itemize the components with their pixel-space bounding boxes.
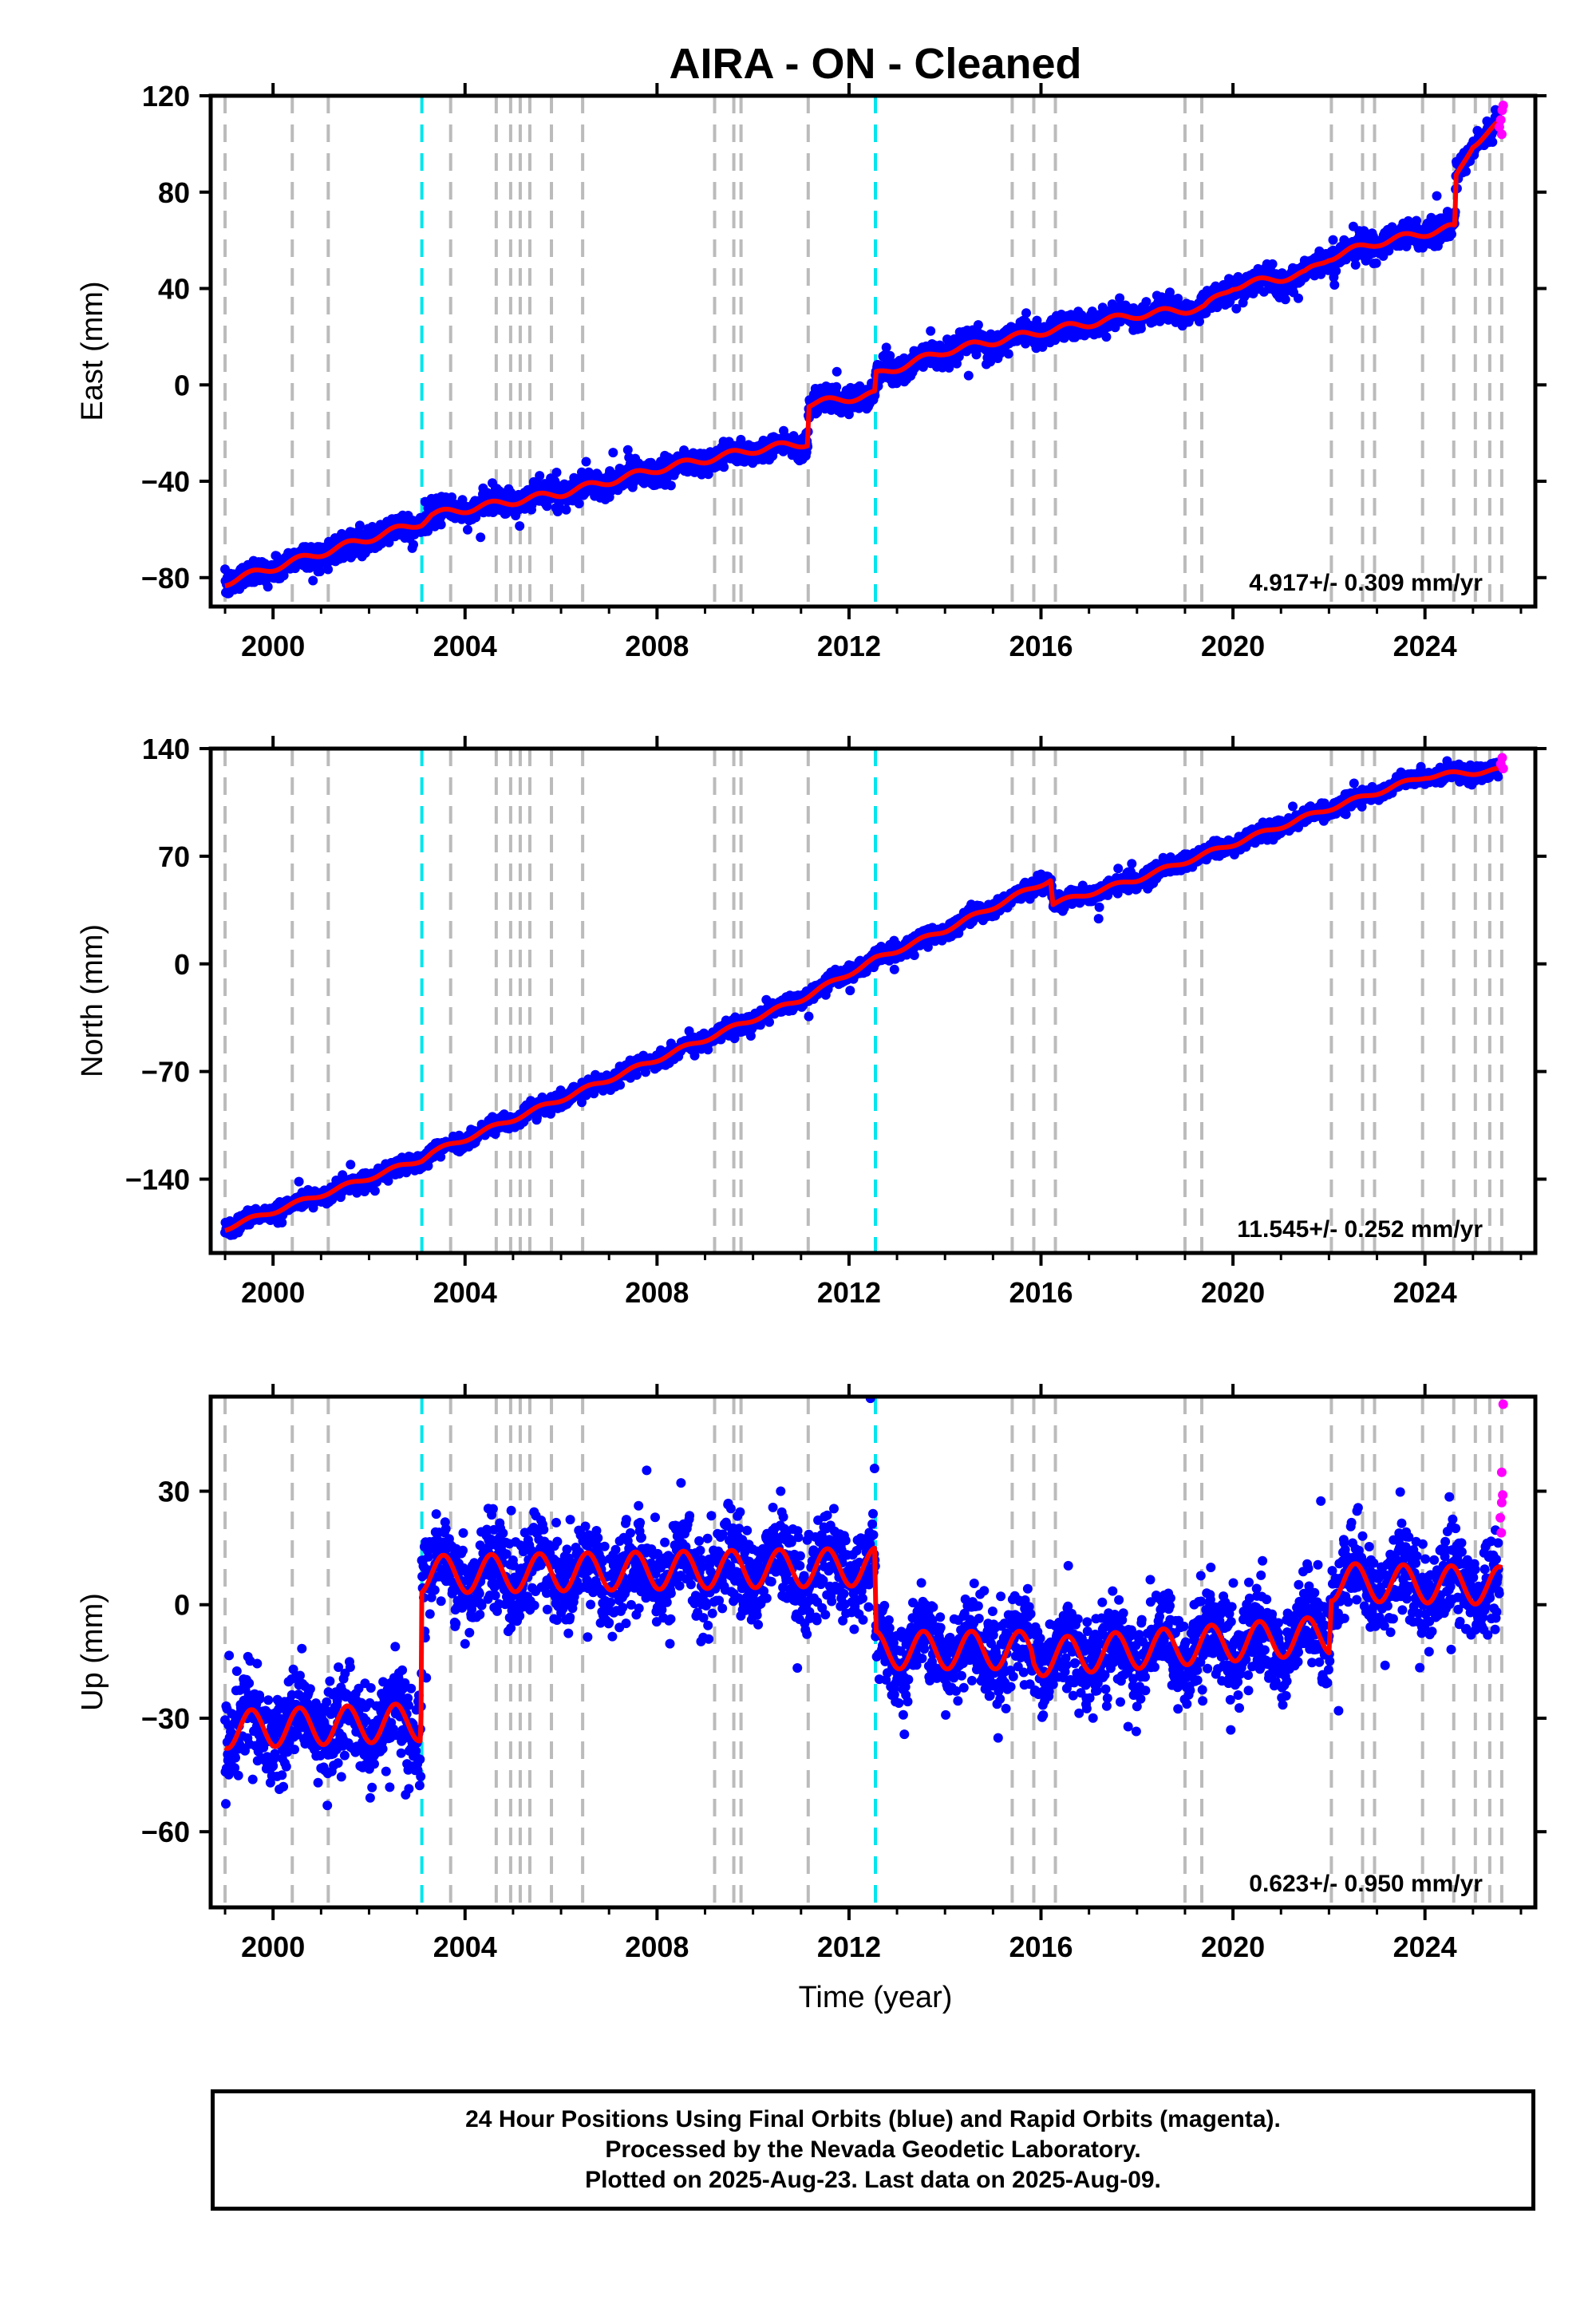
east-final-orbit-point: [561, 504, 571, 515]
east-final-orbit-point: [263, 582, 273, 592]
east-final-orbit-point: [323, 564, 334, 575]
north-final-orbit-point: [294, 1176, 304, 1187]
east-final-orbit-point: [719, 462, 729, 472]
east-final-orbit-point: [1371, 258, 1381, 268]
east-final-orbit-point: [832, 381, 842, 392]
east-final-orbit-point: [1267, 259, 1278, 269]
east-final-orbit-point: [832, 366, 842, 377]
east-rate-text: 4.917+/- 0.309 mm/yr: [1249, 570, 1483, 596]
east-final-orbit-point: [542, 501, 552, 512]
east-final-orbit-point: [574, 499, 584, 508]
east-final-orbit-point: [463, 524, 472, 535]
east-final-orbit-point: [314, 567, 325, 577]
east-final-orbit-point: [622, 445, 633, 455]
east-y-tick-label: −80: [141, 562, 190, 595]
east-final-orbit-point: [608, 448, 618, 458]
east-final-orbit-point: [535, 471, 545, 481]
east-final-orbit-point: [1328, 235, 1338, 245]
east-final-orbit-point: [1331, 266, 1341, 276]
east-final-orbit-point: [736, 434, 746, 445]
east-final-orbit-point: [354, 520, 365, 531]
east-final-orbit-point: [1412, 215, 1421, 226]
east-y-tick-label: 0: [174, 369, 190, 401]
east-final-orbit-point: [1487, 137, 1498, 147]
east-final-orbit-point: [1141, 297, 1152, 307]
east-final-orbit-point: [436, 520, 446, 530]
east-rapid-orbit-point: [1496, 129, 1507, 140]
north-final-orbit-point: [615, 1080, 626, 1090]
east-final-orbit-point: [1003, 349, 1013, 359]
east-final-orbit-point: [1021, 308, 1031, 318]
east-final-orbit-point: [1280, 294, 1290, 305]
east-x-tick-label: 2004: [433, 630, 497, 662]
east-final-orbit-point: [1350, 259, 1361, 270]
east-final-orbit-points: [220, 105, 1504, 599]
east-y-tick-label: 80: [158, 176, 190, 209]
east-final-orbit-point: [1329, 280, 1340, 290]
north-final-orbit-point: [346, 1160, 356, 1170]
east-x-tick-label: 2012: [817, 630, 881, 662]
east-x-tick-label: 2000: [241, 630, 305, 662]
north-plot-area: [220, 749, 1508, 1253]
east-final-orbit-point: [973, 320, 983, 330]
east-final-orbit-point: [1294, 293, 1303, 303]
east-final-orbit-point: [476, 532, 486, 543]
east-final-orbit-point: [926, 326, 936, 336]
east-y-axis-label: East (mm): [76, 281, 109, 421]
east-final-orbit-point: [551, 468, 562, 477]
chart-title: AIRA - ON - Cleaned: [669, 40, 1081, 88]
east-x-tick-label: 2016: [1009, 630, 1073, 662]
east-panel: −80 −40 0 40 80 120 2000 2004 2008 2012 2016 2020 20…: [76, 80, 1547, 662]
east-final-orbit-point: [447, 492, 457, 502]
east-y-tick-label: −40: [141, 465, 190, 498]
east-final-orbit-point: [666, 480, 676, 491]
east-final-orbit-point: [963, 370, 974, 381]
east-x-tick-label: 2024: [1393, 630, 1457, 662]
east-final-orbit-point: [515, 521, 525, 532]
east-final-orbit-point: [1101, 332, 1112, 342]
east-x-tick-label: 2008: [625, 630, 689, 662]
east-rapid-orbit-point: [1495, 115, 1506, 125]
north-final-orbit-points: [220, 756, 1504, 1240]
east-y-tick-label: 40: [158, 273, 190, 306]
north-final-orbit-point: [369, 1186, 380, 1196]
east-final-orbit-point: [308, 575, 318, 586]
east-final-orbit-point: [703, 469, 713, 480]
east-y-tick-label: 120: [142, 80, 190, 113]
east-final-orbit-point: [409, 539, 418, 550]
east-final-orbit-point: [881, 342, 891, 353]
east-x-tick-label: 2020: [1201, 630, 1265, 662]
east-plot-area: [220, 96, 1508, 607]
east-final-orbit-point: [1432, 191, 1442, 201]
east-final-orbit-point: [581, 456, 591, 467]
east-rapid-orbit-point: [1498, 101, 1508, 111]
east-final-orbit-point: [1447, 229, 1456, 239]
east-final-orbit-point: [279, 571, 289, 581]
